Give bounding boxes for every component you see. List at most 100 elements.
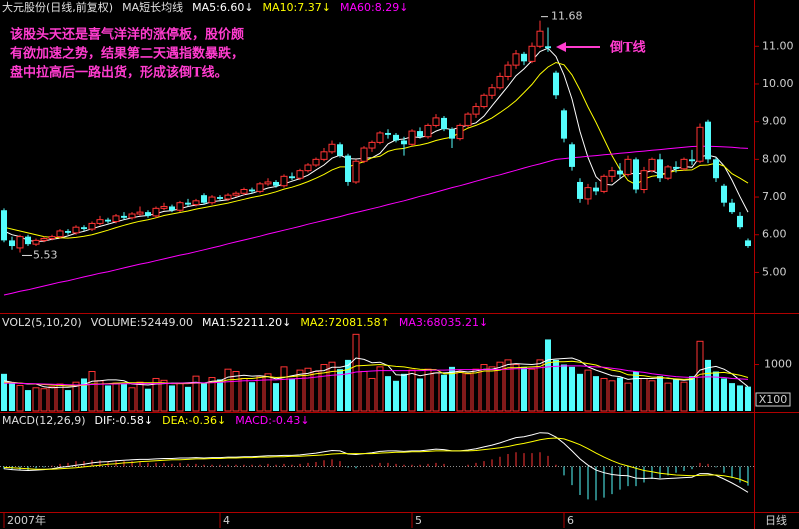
candle-body [328,143,336,153]
candle-body [88,222,96,230]
y-tick-label: 10.00 [762,77,794,90]
volume-bar [680,381,688,412]
volume-bar [112,382,120,412]
candle-body [705,121,711,160]
volume-bar [456,371,464,412]
volume-bar [201,383,207,411]
x-tick-label: 2007年 [7,513,46,527]
unit-label: X100 [759,393,788,406]
candle-body [48,236,56,240]
volume-bar [328,361,336,412]
volume-bar [169,385,175,411]
candle-body [624,158,632,175]
legend-label: MACD:-0.43↓ [235,414,309,427]
volume-bar [696,340,704,412]
candle-body [432,117,440,126]
candle-body [65,230,71,233]
volume-bar [593,376,599,411]
volume-bar [569,366,575,411]
volume-bar [617,377,623,411]
candle-body [633,159,639,190]
candle-body [240,189,248,194]
volume-bar [160,379,168,412]
ma-line [3,61,749,239]
volume-bar [705,359,711,411]
candle-body [729,202,735,213]
macd-line [3,432,749,493]
volume-bar [664,382,672,412]
note-line: 盘中拉高后一路出货，形成该倒T线。 [10,65,228,81]
volume-bar [337,369,343,411]
candle-body [105,219,111,222]
volume-bar [472,368,480,412]
volume-bar [264,373,272,412]
volume-bar [737,385,743,411]
volume-bar [9,383,15,411]
callout-arrowhead [556,42,566,52]
macd-line [3,437,749,483]
volume-bar [96,380,104,412]
volume-bar [657,376,663,411]
candle-body [393,134,399,141]
volume-ma-line [4,365,749,386]
candle-body [160,205,168,209]
note-line: 该股头天还是喜气洋洋的涨停板，股价颇 [10,27,244,43]
candle-body [673,166,679,169]
candle-body [201,195,207,203]
volume-bar [729,383,735,411]
volume-bar [185,386,191,411]
volume-bar [249,382,255,411]
candle-body [128,213,136,219]
x-tick-label: 4 [223,514,230,527]
legend-label: MA60:8.29↓ [340,1,408,14]
candle-body [424,124,432,138]
legend-label: VOLUME:52449.00 [91,316,193,329]
candle-body [553,72,559,96]
candle-body [593,187,599,192]
legend-label: MACD(12,26,9) [2,414,86,427]
candle-body [224,194,232,200]
volume-bar [745,386,751,411]
legend-label: MA1:52211.20↓ [202,316,291,329]
candle-body [689,159,695,162]
volume-bar [121,384,127,411]
candle-body [136,211,144,215]
volume-bar [521,366,527,411]
candle-body [264,181,272,185]
candle-body [185,202,191,205]
y-tick-label: 7.00 [762,190,787,203]
volume-bar [16,384,24,412]
volume-bar [584,369,592,412]
volume-bar [600,377,608,412]
volume-bar [640,377,648,412]
volume-bar [273,383,279,411]
candle-body [280,175,288,187]
volume-bar [401,373,407,411]
period-label: 日线 [765,513,787,527]
candle-body [680,158,688,170]
candle-body [512,53,520,66]
candle-body [96,219,104,224]
volume-bar [1,373,7,411]
volume-bar [40,388,48,412]
candle-body [385,132,391,135]
note-line: 有欲加速之势，结果第二天遇指数暴跌， [10,46,244,62]
candle-body [713,159,719,179]
candle-body [504,64,512,77]
candle-body [176,202,184,211]
candle-body [648,158,656,172]
candle-body [449,129,455,139]
candle-body [472,106,480,115]
candle-body [296,170,304,179]
candle-body [600,175,608,192]
candle-body [721,185,727,203]
volume-bar [624,382,632,412]
legend-label: 大元股份(日线,前复权) [2,0,113,14]
candle-body [320,151,328,160]
volume-bar [296,369,304,412]
volume-bar [48,386,56,412]
candle-body [360,147,368,162]
volume-bar [345,359,351,411]
unit-box [755,392,791,407]
